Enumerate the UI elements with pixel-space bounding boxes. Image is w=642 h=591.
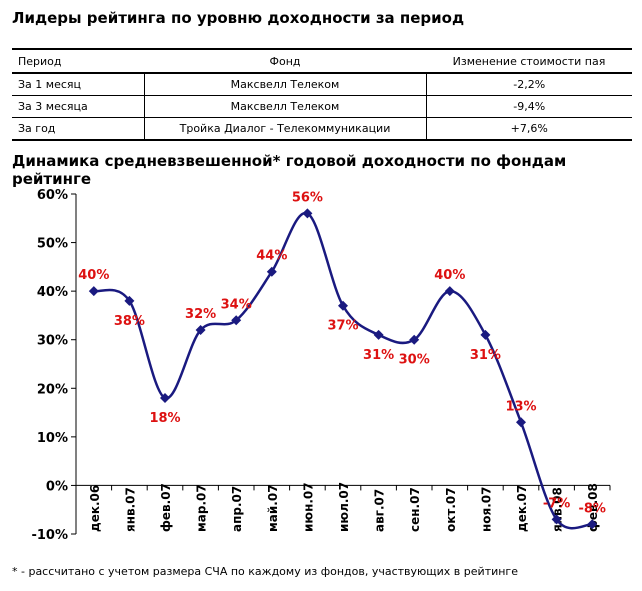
- data-label: 31%: [363, 348, 394, 363]
- x-tick-label: фев.07: [159, 483, 173, 532]
- data-label: 40%: [78, 268, 109, 283]
- x-tick-label: июл.07: [337, 482, 351, 532]
- x-tick-label: авг.07: [373, 489, 387, 532]
- column-header-change: Изменение стоимости пая: [426, 48, 632, 74]
- data-label: 34%: [221, 297, 252, 312]
- yield-line-chart: -10% 0% 10% 20% 30% 40% 50% 60% дек.06 янв.07 фев.…: [31, 188, 611, 543]
- data-point: [409, 334, 420, 345]
- x-tick-label: дек.07: [515, 485, 529, 532]
- data-point: [231, 315, 242, 326]
- leaders-title: Лидеры рейтинга по уровню доходности за …: [12, 9, 465, 27]
- table-row: За 3 месяца Максвелл Телеком -9,4%: [12, 95, 632, 118]
- x-tick-label: дек.06: [88, 485, 102, 532]
- data-label: 32%: [185, 307, 216, 322]
- x-tick-label: июн.07: [301, 482, 315, 532]
- chart-title: Динамика средневзвешенной* годовой доход…: [12, 152, 567, 188]
- data-point: [302, 208, 313, 219]
- data-point: [480, 329, 491, 340]
- cell-period: За 3 месяца: [12, 95, 144, 118]
- y-tick-label: 10%: [37, 431, 68, 446]
- data-label: -8%: [578, 501, 605, 516]
- cell-fund: Максвелл Телеком: [143, 95, 426, 118]
- data-label: 13%: [505, 399, 536, 414]
- cell-fund: Тройка Диалог - Телекоммуникации: [143, 117, 426, 141]
- data-point: [444, 286, 455, 297]
- data-point: [373, 329, 384, 340]
- data-point: [195, 325, 206, 335]
- y-tick-label: 50%: [37, 237, 68, 252]
- x-tick-label: сен.07: [408, 487, 422, 532]
- data-point: [587, 519, 598, 530]
- y-tick-label: 60%: [37, 188, 68, 203]
- x-tick-label: фев.08: [586, 483, 600, 532]
- data-point: [516, 417, 526, 428]
- data-point: [551, 514, 562, 525]
- x-tick-label: ноя.07: [479, 486, 493, 532]
- data-label: 37%: [327, 319, 358, 334]
- data-point: [160, 393, 170, 403]
- column-header-fund: Фонд: [144, 48, 426, 74]
- data-label: 31%: [470, 348, 501, 363]
- x-tick-label: апр.07: [230, 486, 244, 532]
- y-tick-label: 30%: [37, 334, 68, 349]
- cell-change: -2,2%: [425, 73, 632, 96]
- cell-period: За 1 месяц: [12, 73, 144, 96]
- data-point: [124, 295, 135, 306]
- table-row: За 1 месяц Максвелл Телеком -2,2%: [12, 73, 632, 96]
- table-row: За год Тройка Диалог - Телекоммуникации …: [12, 117, 632, 141]
- x-tick-label: мар.07: [195, 484, 209, 532]
- y-tick-label: 20%: [37, 382, 68, 397]
- data-label: 40%: [434, 268, 465, 283]
- y-tick-label: 0%: [46, 479, 68, 494]
- column-header-period: Период: [12, 48, 144, 74]
- leaders-table: Период Фонд Изменение стоимости пая За 1…: [12, 48, 632, 141]
- data-label: -7%: [543, 496, 570, 511]
- data-point: [338, 300, 348, 311]
- x-tick-label: окт.07: [444, 487, 458, 532]
- series-line: [93, 211, 593, 530]
- cell-change: +7,6%: [425, 117, 632, 141]
- cell-period: За год: [12, 117, 144, 141]
- data-label: 30%: [399, 353, 430, 368]
- data-label: 44%: [256, 249, 287, 264]
- data-label: 56%: [292, 190, 323, 205]
- y-tick-label: 40%: [37, 285, 68, 300]
- cell-fund: Максвелл Телеком: [143, 73, 426, 96]
- x-tick-label: янв.07: [123, 487, 137, 532]
- data-label: 18%: [149, 411, 180, 426]
- data-point: [266, 266, 277, 277]
- data-point: [88, 286, 99, 297]
- footnote: * - рассчитано с учетом размера СЧА по к…: [12, 565, 518, 578]
- data-label: 38%: [114, 314, 145, 329]
- y-tick-label: -10%: [31, 528, 68, 543]
- cell-change: -9,4%: [425, 95, 632, 118]
- table-header-row: Период Фонд Изменение стоимости пая: [12, 48, 632, 74]
- x-tick-label: май.07: [266, 484, 280, 532]
